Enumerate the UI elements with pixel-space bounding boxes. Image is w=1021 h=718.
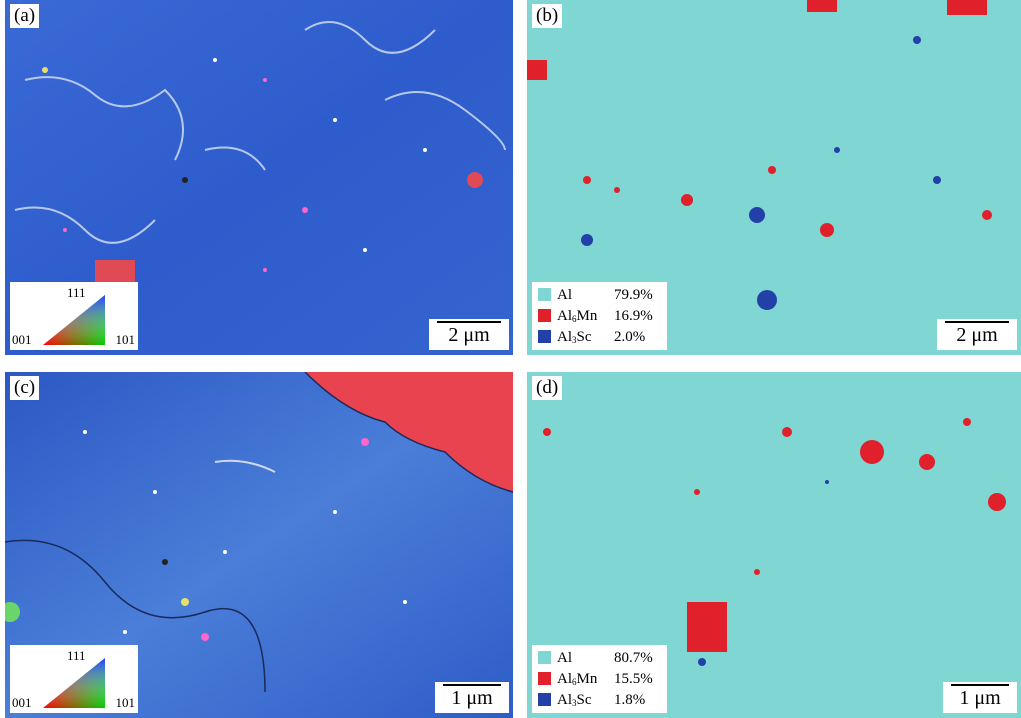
scale-bar-line bbox=[951, 684, 1009, 686]
phase-percent: 79.9% bbox=[614, 287, 653, 303]
al-color-swatch bbox=[538, 651, 551, 664]
panel-label-c: (c) bbox=[10, 376, 40, 400]
panel-a-ipf-map: (a) 111 001 101 2 μm bbox=[5, 0, 513, 355]
phase-name: Al3Sc bbox=[557, 692, 592, 708]
phase-name: Al3Sc bbox=[557, 329, 592, 345]
scale-bar-text: 2 μm bbox=[448, 324, 490, 346]
legend-row-al3sc: Al3Sc 1.8% bbox=[538, 690, 666, 710]
panel-b-phase-map: (b) Al 79.9% Al6Mn 16.9% Al3Sc 2.0% 2 μm bbox=[527, 0, 1021, 355]
ipf-legend-c: 111 001 101 bbox=[10, 645, 138, 713]
phase-percent: 1.8% bbox=[614, 692, 646, 708]
scale-bar-line bbox=[945, 321, 1009, 323]
al6mn-color-swatch bbox=[538, 672, 551, 685]
panel-label-a: (a) bbox=[10, 4, 40, 28]
phase-percent: 16.9% bbox=[614, 308, 653, 324]
al3sc-color-swatch bbox=[538, 330, 551, 343]
ipf-001-label: 001 bbox=[12, 695, 32, 710]
scale-bar-text: 1 μm bbox=[451, 687, 493, 709]
phase-legend-b: Al 79.9% Al6Mn 16.9% Al3Sc 2.0% bbox=[532, 282, 667, 350]
phase-legend-d: Al 80.7% Al6Mn 15.5% Al3Sc 1.8% bbox=[532, 645, 667, 713]
scale-bar-line bbox=[437, 321, 501, 323]
al3sc-color-swatch bbox=[538, 693, 551, 706]
ipf-color-triangle-icon bbox=[43, 295, 105, 345]
phase-name: Al6Mn bbox=[557, 671, 598, 687]
legend-row-al6mn: Al6Mn 16.9% bbox=[538, 306, 666, 326]
ipf-color-triangle-icon bbox=[43, 658, 105, 708]
ipf-111-label: 111 bbox=[67, 285, 86, 300]
legend-row-al6mn: Al6Mn 15.5% bbox=[538, 669, 666, 689]
phase-name: Al bbox=[557, 287, 572, 303]
ipf-001-label: 001 bbox=[12, 332, 32, 347]
ipf-101-label: 101 bbox=[115, 695, 136, 710]
scale-bar-d: 1 μm bbox=[943, 682, 1017, 713]
panel-c-ipf-map: (c) 111 001 101 1 μm bbox=[5, 372, 513, 718]
panel-label-d: (d) bbox=[532, 376, 563, 400]
scale-bar-text: 1 μm bbox=[959, 687, 1001, 709]
scale-bar-c: 1 μm bbox=[435, 682, 509, 713]
ipf-legend-a: 111 001 101 bbox=[10, 282, 138, 350]
phase-percent: 80.7% bbox=[614, 650, 653, 666]
ipf-101-label: 101 bbox=[115, 332, 136, 347]
phase-map-image-b bbox=[527, 0, 1021, 355]
phase-name: Al bbox=[557, 650, 572, 666]
scale-bar-b: 2 μm bbox=[937, 319, 1017, 350]
al6mn-color-swatch bbox=[538, 309, 551, 322]
legend-row-al: Al 79.9% bbox=[538, 285, 666, 305]
legend-row-al: Al 80.7% bbox=[538, 648, 666, 668]
panel-d-phase-map: (d) Al 80.7% Al6Mn 15.5% Al3Sc 1.8% 1 μm bbox=[527, 372, 1021, 718]
panel-label-b: (b) bbox=[532, 4, 563, 28]
scale-bar-text: 2 μm bbox=[956, 324, 998, 346]
ipf-111-label: 111 bbox=[67, 648, 86, 663]
phase-name: Al6Mn bbox=[557, 308, 598, 324]
scale-bar-a: 2 μm bbox=[429, 319, 509, 350]
phase-percent: 15.5% bbox=[614, 671, 653, 687]
phase-percent: 2.0% bbox=[614, 329, 646, 345]
al-color-swatch bbox=[538, 288, 551, 301]
scale-bar-line bbox=[443, 684, 501, 686]
legend-row-al3sc: Al3Sc 2.0% bbox=[538, 327, 666, 347]
